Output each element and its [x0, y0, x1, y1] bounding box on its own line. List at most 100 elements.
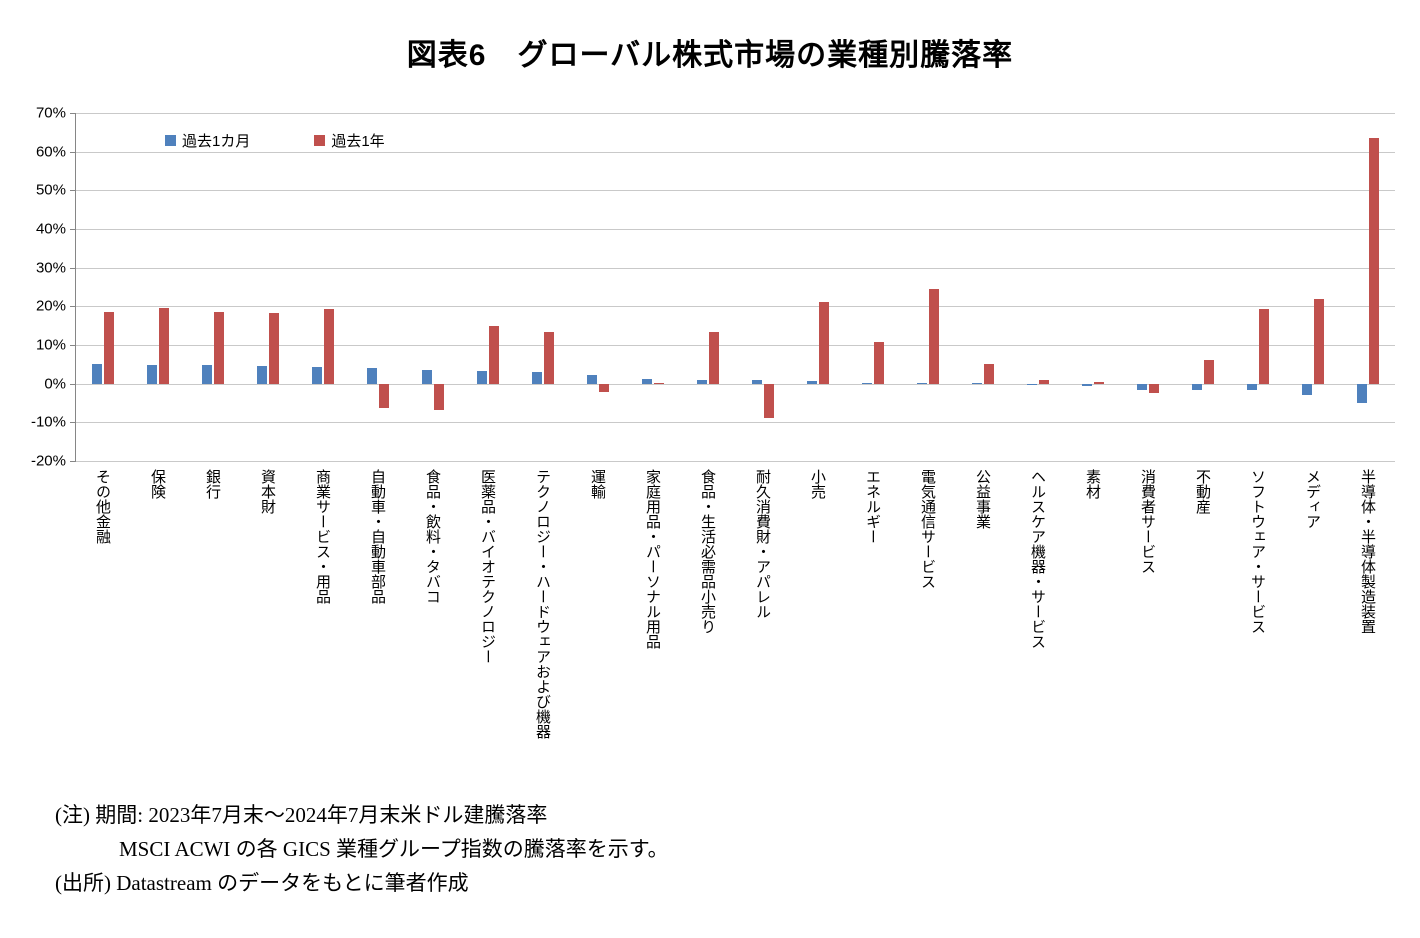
legend-label-past-1month: 過去1カ月 — [182, 133, 251, 150]
plot-area: 70% 60% 50% 40% 30% 20% 10% 0% -10% -20% — [31, 105, 1395, 470]
gridline — [76, 306, 1395, 308]
legend-swatch-blue — [165, 135, 176, 146]
bar-past-1year — [269, 312, 280, 384]
y-axis-tick-label: 20% — [35, 297, 66, 315]
bar-past-1year — [489, 325, 500, 384]
bar-past-1month — [1191, 383, 1202, 390]
bar-past-1year — [983, 363, 994, 384]
legend-item-past-1year: 過去1年 — [314, 130, 385, 151]
bar-past-1month — [367, 367, 378, 384]
bar-past-1year — [1148, 383, 1159, 394]
chart-legend: 過去1カ月 過去1年 — [165, 130, 385, 151]
bar-past-1month — [422, 369, 433, 384]
bar-group — [76, 113, 131, 461]
bar-past-1year — [1093, 382, 1104, 384]
y-axis-tick-label: 40% — [35, 220, 66, 238]
x-axis-category-label: ソフトウェア・サービス — [1249, 469, 1266, 634]
gridline — [76, 422, 1395, 424]
y-axis-tick — [70, 229, 76, 230]
bar-past-1month — [1026, 383, 1037, 386]
bar-group — [516, 113, 571, 461]
bar-group — [186, 113, 241, 461]
x-axis-category-label: 自動車・自動車部品 — [369, 469, 386, 604]
y-axis-tick-label: 70% — [35, 104, 66, 122]
gridline — [76, 190, 1395, 192]
x-axis-category-label: テクノロジー・ハードウェアおよび機器 — [534, 469, 551, 739]
bar-past-1year — [763, 383, 774, 419]
bar-group — [1010, 113, 1065, 461]
gridline — [76, 267, 1395, 269]
y-axis-tick-label: -10% — [30, 413, 66, 431]
bar-past-1year — [709, 331, 719, 384]
note-line-source: (出所) Datastream のデータをもとに筆者作成 — [55, 871, 469, 895]
y-axis-tick — [70, 113, 76, 114]
chart-title: 図表6 グローバル株式市場の業種別騰落率 — [406, 39, 1014, 72]
bar-group — [1120, 113, 1175, 461]
note-line-period: (注) 期間: 2023年7月末～2024年7月末米ドル建騰落率 — [55, 803, 548, 827]
x-axis-category-label: 不動産 — [1194, 469, 1211, 514]
y-axis-tick — [70, 461, 76, 462]
bar-past-1month — [861, 382, 872, 384]
bar-past-1year — [544, 331, 555, 384]
bar-past-1year — [434, 383, 445, 410]
gridline — [76, 461, 1395, 462]
legend-label-past-1year: 過去1年 — [331, 133, 385, 150]
bar-past-1month — [477, 371, 488, 384]
bar-past-1year — [873, 341, 884, 384]
bar-past-1year — [324, 309, 335, 384]
x-axis-category-label: ヘルスケア機器・サービス — [1029, 469, 1046, 649]
y-axis-tick-label: 10% — [35, 336, 66, 354]
bar-past-1month — [257, 366, 268, 384]
bar-past-1month — [1301, 383, 1312, 396]
bar-past-1year — [214, 311, 225, 384]
bar-group — [406, 113, 461, 461]
x-axis-category-label: 電気通信サービス — [919, 469, 936, 589]
bar-past-1year — [159, 308, 170, 384]
bar-past-1month — [532, 372, 543, 384]
y-axis-tick — [70, 190, 76, 192]
x-axis-category-label: 公益事業 — [974, 469, 991, 529]
bar-past-1year — [104, 311, 115, 384]
bar-past-1year — [379, 383, 390, 408]
bar-past-1year — [1258, 309, 1269, 384]
bar-past-1month — [642, 379, 653, 384]
bar-group — [1285, 113, 1340, 461]
bar-group — [1340, 113, 1395, 461]
y-axis-tick — [70, 306, 76, 308]
bar-group — [461, 113, 516, 461]
y-axis-tick — [70, 422, 76, 424]
x-axis-category-label: 耐久消費財・アパレル — [754, 469, 771, 619]
bar-past-1month — [1356, 383, 1367, 403]
x-axis-category-label: メディア — [1304, 469, 1321, 529]
bar-past-1year — [928, 288, 939, 384]
x-axis-labels: その他金融 保険 銀行 資本財 商業サービス・用品 自動車・自動車部品 食品・飲料・タバコ 医… — [75, 469, 1395, 774]
bar-past-1month — [92, 363, 103, 384]
bar-past-1year — [1368, 138, 1379, 384]
gridline — [76, 345, 1395, 346]
bar-group — [736, 113, 791, 461]
y-axis-tick-label: -20% — [30, 452, 66, 470]
bar-past-1year — [654, 382, 665, 384]
bar-past-1year — [1313, 299, 1324, 384]
bar-group — [1175, 113, 1230, 461]
legend-swatch-red — [314, 135, 326, 146]
y-axis-tick — [70, 267, 76, 269]
y-axis-tick-label: 0% — [44, 375, 66, 393]
bar-past-1year — [818, 301, 829, 384]
y-axis-tick-label: 30% — [35, 259, 66, 277]
bar-group — [681, 113, 736, 461]
bar-past-1month — [751, 380, 762, 384]
y-axis-tick-label: 60% — [35, 143, 66, 161]
bar-past-1year — [599, 383, 610, 393]
gridline — [76, 113, 1395, 114]
bar-past-1month — [587, 375, 598, 384]
y-axis-tick — [70, 383, 76, 385]
gridline — [76, 383, 1395, 385]
x-axis-category-label: 食品・飲料・タバコ — [424, 469, 441, 604]
bar-group — [571, 113, 626, 461]
x-axis-category-label: エネルギー — [864, 469, 881, 544]
bar-past-1month — [312, 367, 323, 384]
x-axis-category-label: 消費者サービス — [1139, 469, 1156, 574]
bar-group — [1230, 113, 1285, 461]
